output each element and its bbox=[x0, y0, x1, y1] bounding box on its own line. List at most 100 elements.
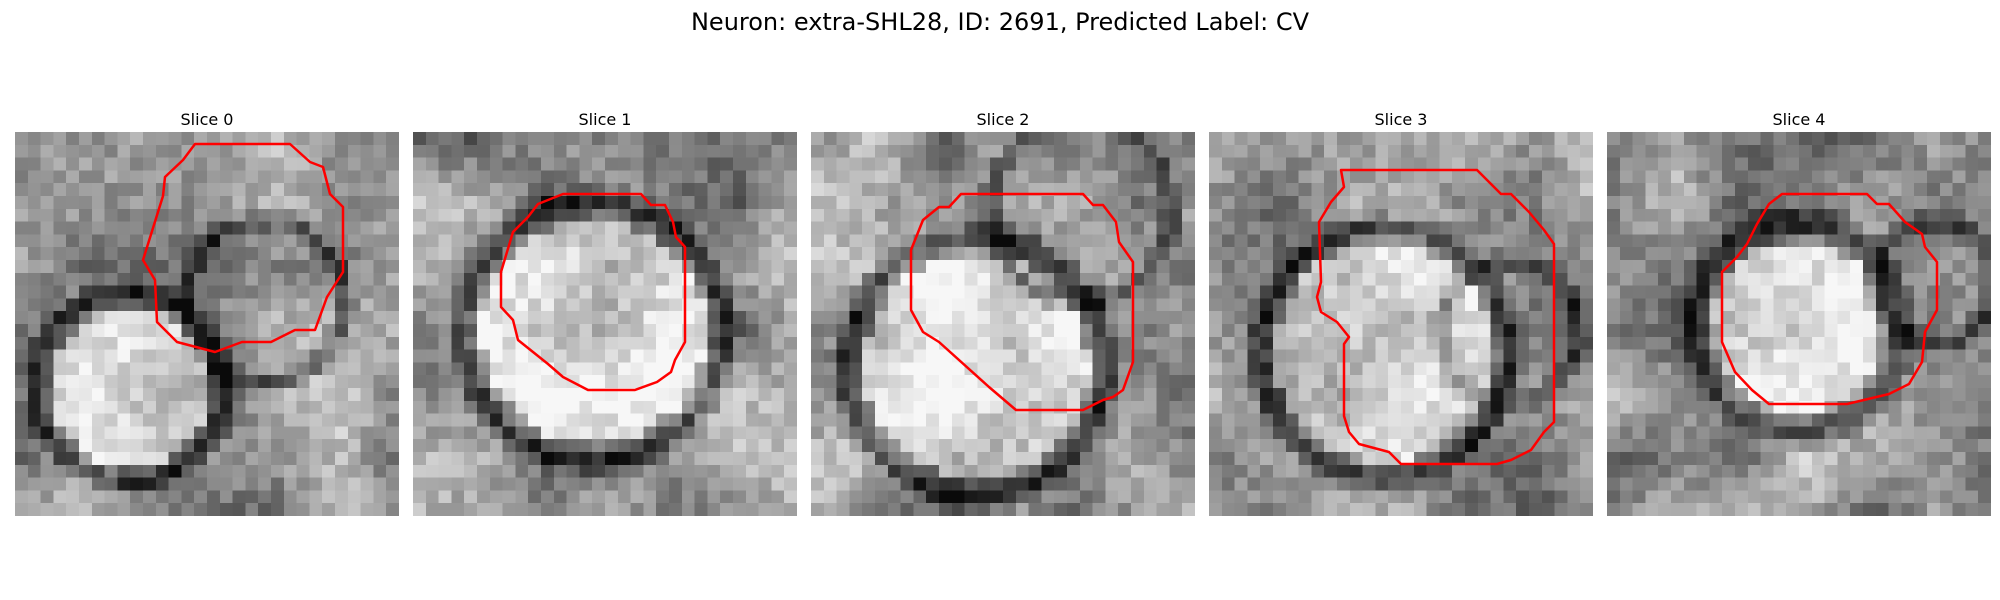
pixel bbox=[207, 311, 221, 325]
pixel bbox=[1799, 490, 1813, 504]
pixel bbox=[347, 336, 362, 351]
pixel bbox=[309, 503, 323, 516]
pixel bbox=[1735, 452, 1749, 466]
pixel bbox=[155, 298, 170, 312]
pixel bbox=[1567, 132, 1581, 146]
pixel bbox=[900, 452, 914, 466]
pixel bbox=[309, 221, 323, 235]
pixel bbox=[1978, 272, 1991, 287]
pixel bbox=[515, 196, 529, 210]
pixel bbox=[1439, 247, 1453, 261]
pixel bbox=[438, 400, 452, 415]
pixel bbox=[1978, 413, 1991, 427]
pixel bbox=[887, 272, 902, 287]
pixel bbox=[849, 439, 863, 453]
pixel bbox=[373, 183, 387, 197]
pixel bbox=[1477, 413, 1492, 427]
pixel bbox=[1362, 272, 1376, 287]
pixel bbox=[219, 298, 234, 312]
pixel bbox=[1735, 196, 1749, 210]
pixel bbox=[1863, 234, 1877, 248]
pixel bbox=[630, 349, 644, 363]
pixel bbox=[477, 234, 491, 248]
pixel bbox=[502, 183, 516, 197]
pixel bbox=[605, 285, 619, 299]
pixel bbox=[130, 477, 144, 491]
pixel bbox=[1209, 375, 1223, 389]
pixel bbox=[1671, 247, 1685, 261]
pixel bbox=[1388, 388, 1402, 402]
pixel bbox=[464, 132, 478, 146]
pixel bbox=[836, 311, 850, 325]
pixel bbox=[245, 439, 259, 453]
pixel bbox=[1015, 324, 1030, 338]
pixel bbox=[951, 272, 966, 287]
pixel bbox=[1978, 439, 1991, 453]
pixel bbox=[1850, 196, 1864, 210]
pixel bbox=[887, 157, 902, 171]
pixel bbox=[1607, 413, 1621, 427]
pixel bbox=[1722, 132, 1736, 146]
pixel bbox=[887, 144, 902, 159]
pixel bbox=[1413, 362, 1428, 376]
pixel bbox=[887, 170, 902, 184]
pixel bbox=[1490, 349, 1504, 363]
pixel bbox=[1413, 349, 1428, 363]
pixel bbox=[1850, 362, 1864, 376]
pixel bbox=[1952, 452, 1966, 466]
pixel bbox=[579, 298, 593, 312]
pixel bbox=[1388, 170, 1402, 184]
pixel bbox=[1567, 170, 1581, 184]
pixel bbox=[707, 157, 721, 171]
pixel bbox=[143, 375, 157, 389]
pixel bbox=[758, 260, 772, 274]
pixel bbox=[849, 388, 863, 402]
pixel bbox=[1079, 349, 1094, 363]
pixel bbox=[1362, 298, 1376, 312]
pixel bbox=[1247, 452, 1261, 466]
pixel bbox=[155, 324, 170, 338]
pixel bbox=[1632, 490, 1646, 504]
pixel bbox=[1324, 413, 1338, 427]
pixel bbox=[1965, 183, 1979, 197]
pixel bbox=[1747, 196, 1762, 210]
pixel bbox=[425, 464, 440, 479]
pixel bbox=[1927, 452, 1941, 466]
pixel bbox=[1671, 375, 1685, 389]
pixel bbox=[1337, 208, 1351, 223]
pixel bbox=[1554, 503, 1568, 516]
pixel bbox=[91, 388, 106, 402]
pixel bbox=[258, 324, 272, 338]
pixel bbox=[1221, 388, 1236, 402]
pixel bbox=[207, 144, 221, 159]
pixel bbox=[1375, 247, 1389, 261]
pixel bbox=[771, 234, 785, 248]
pixel bbox=[1567, 208, 1581, 223]
pixel bbox=[784, 362, 797, 376]
pixel bbox=[1837, 477, 1851, 491]
pixel bbox=[232, 311, 246, 325]
pixel bbox=[130, 260, 144, 274]
pixel bbox=[1156, 183, 1170, 197]
pixel bbox=[194, 311, 208, 325]
pixel bbox=[1092, 336, 1106, 351]
pixel bbox=[771, 452, 785, 466]
pixel bbox=[1952, 490, 1966, 504]
pixel bbox=[1221, 196, 1236, 210]
pixel bbox=[1182, 247, 1195, 261]
pixel bbox=[694, 400, 708, 415]
pixel bbox=[168, 311, 182, 325]
pixel bbox=[219, 196, 234, 210]
pixel bbox=[630, 477, 644, 491]
pixel bbox=[386, 477, 399, 491]
slice-title-0: Slice 0 bbox=[180, 110, 234, 129]
pixel bbox=[1619, 260, 1634, 274]
pixel bbox=[643, 349, 657, 363]
pixel bbox=[771, 298, 785, 312]
pixel bbox=[1978, 324, 1991, 338]
pixel bbox=[617, 144, 632, 159]
pixel bbox=[117, 452, 131, 466]
pixel bbox=[1863, 311, 1877, 325]
pixel bbox=[1709, 247, 1723, 261]
pixel bbox=[1234, 208, 1248, 223]
